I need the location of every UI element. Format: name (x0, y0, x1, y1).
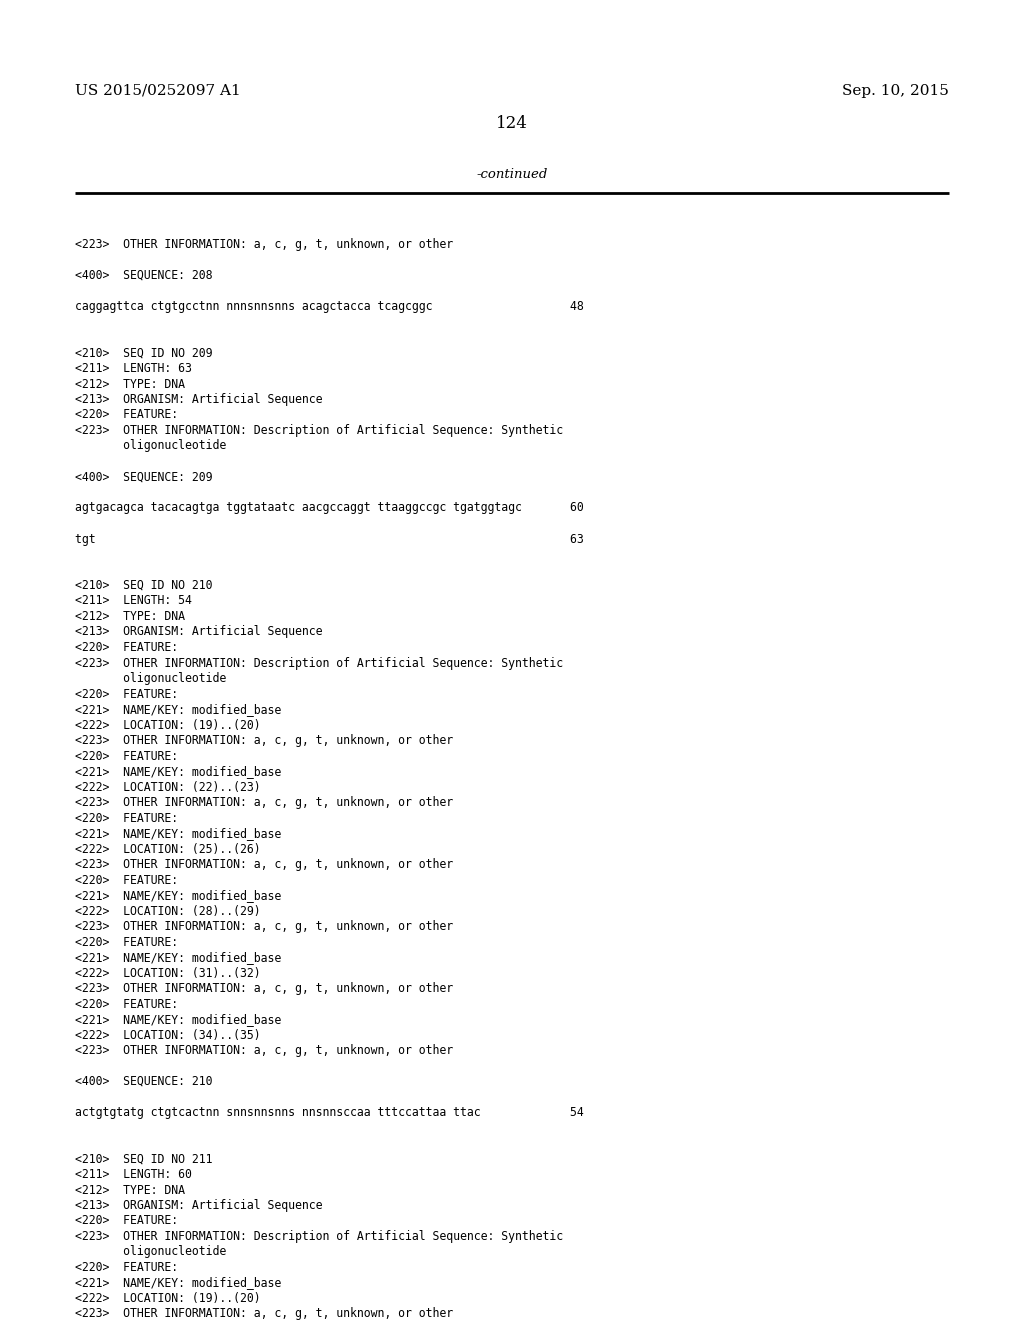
Text: tgt                                                                     63: tgt 63 (75, 532, 584, 545)
Text: <210>  SEQ ID NO 211: <210> SEQ ID NO 211 (75, 1152, 213, 1166)
Text: <221>  NAME/KEY: modified_base: <221> NAME/KEY: modified_base (75, 828, 282, 840)
Text: <220>  FEATURE:: <220> FEATURE: (75, 642, 178, 653)
Text: <220>  FEATURE:: <220> FEATURE: (75, 750, 178, 763)
Text: <212>  TYPE: DNA: <212> TYPE: DNA (75, 1184, 185, 1196)
Text: <223>  OTHER INFORMATION: a, c, g, t, unknown, or other: <223> OTHER INFORMATION: a, c, g, t, unk… (75, 238, 454, 251)
Text: Sep. 10, 2015: Sep. 10, 2015 (842, 84, 949, 98)
Text: <212>  TYPE: DNA: <212> TYPE: DNA (75, 378, 185, 391)
Text: <210>  SEQ ID NO 209: <210> SEQ ID NO 209 (75, 346, 213, 359)
Text: 124: 124 (496, 115, 528, 132)
Text: <211>  LENGTH: 60: <211> LENGTH: 60 (75, 1168, 191, 1181)
Text: oligonucleotide: oligonucleotide (75, 440, 226, 453)
Text: <220>  FEATURE:: <220> FEATURE: (75, 688, 178, 701)
Text: <210>  SEQ ID NO 210: <210> SEQ ID NO 210 (75, 579, 213, 591)
Text: agtgacagca tacacagtga tggtataatc aacgccaggt ttaaggccgc tgatggtagc       60: agtgacagca tacacagtga tggtataatc aacgcca… (75, 502, 584, 515)
Text: <400>  SEQUENCE: 208: <400> SEQUENCE: 208 (75, 269, 213, 282)
Text: <222>  LOCATION: (34)..(35): <222> LOCATION: (34)..(35) (75, 1028, 261, 1041)
Text: <400>  SEQUENCE: 209: <400> SEQUENCE: 209 (75, 470, 213, 483)
Text: <220>  FEATURE:: <220> FEATURE: (75, 1214, 178, 1228)
Text: <220>  FEATURE:: <220> FEATURE: (75, 812, 178, 825)
Text: -continued: -continued (476, 168, 548, 181)
Text: <220>  FEATURE:: <220> FEATURE: (75, 408, 178, 421)
Text: <221>  NAME/KEY: modified_base: <221> NAME/KEY: modified_base (75, 766, 282, 777)
Text: actgtgtatg ctgtcactnn snnsnnsnns nnsnnsccaa tttccattaa ttac             54: actgtgtatg ctgtcactnn snnsnnsnns nnsnnsc… (75, 1106, 584, 1119)
Text: oligonucleotide: oligonucleotide (75, 1246, 226, 1258)
Text: <221>  NAME/KEY: modified_base: <221> NAME/KEY: modified_base (75, 704, 282, 715)
Text: <211>  LENGTH: 63: <211> LENGTH: 63 (75, 362, 191, 375)
Text: <223>  OTHER INFORMATION: a, c, g, t, unknown, or other: <223> OTHER INFORMATION: a, c, g, t, unk… (75, 1044, 454, 1057)
Text: <221>  NAME/KEY: modified_base: <221> NAME/KEY: modified_base (75, 950, 282, 964)
Text: <223>  OTHER INFORMATION: Description of Artificial Sequence: Synthetic: <223> OTHER INFORMATION: Description of … (75, 656, 563, 669)
Text: <221>  NAME/KEY: modified_base: <221> NAME/KEY: modified_base (75, 1276, 282, 1290)
Text: <222>  LOCATION: (31)..(32): <222> LOCATION: (31)..(32) (75, 966, 261, 979)
Text: <220>  FEATURE:: <220> FEATURE: (75, 874, 178, 887)
Text: <220>  FEATURE:: <220> FEATURE: (75, 936, 178, 949)
Text: <213>  ORGANISM: Artificial Sequence: <213> ORGANISM: Artificial Sequence (75, 1199, 323, 1212)
Text: US 2015/0252097 A1: US 2015/0252097 A1 (75, 84, 241, 98)
Text: <223>  OTHER INFORMATION: a, c, g, t, unknown, or other: <223> OTHER INFORMATION: a, c, g, t, unk… (75, 1308, 454, 1320)
Text: <213>  ORGANISM: Artificial Sequence: <213> ORGANISM: Artificial Sequence (75, 626, 323, 639)
Text: <221>  NAME/KEY: modified_base: <221> NAME/KEY: modified_base (75, 1012, 282, 1026)
Text: <222>  LOCATION: (28)..(29): <222> LOCATION: (28)..(29) (75, 904, 261, 917)
Text: <221>  NAME/KEY: modified_base: <221> NAME/KEY: modified_base (75, 888, 282, 902)
Text: <223>  OTHER INFORMATION: a, c, g, t, unknown, or other: <223> OTHER INFORMATION: a, c, g, t, unk… (75, 796, 454, 809)
Text: <220>  FEATURE:: <220> FEATURE: (75, 998, 178, 1011)
Text: <223>  OTHER INFORMATION: Description of Artificial Sequence: Synthetic: <223> OTHER INFORMATION: Description of … (75, 424, 563, 437)
Text: <220>  FEATURE:: <220> FEATURE: (75, 1261, 178, 1274)
Text: <223>  OTHER INFORMATION: a, c, g, t, unknown, or other: <223> OTHER INFORMATION: a, c, g, t, unk… (75, 982, 454, 995)
Text: <212>  TYPE: DNA: <212> TYPE: DNA (75, 610, 185, 623)
Text: <223>  OTHER INFORMATION: a, c, g, t, unknown, or other: <223> OTHER INFORMATION: a, c, g, t, unk… (75, 734, 454, 747)
Text: <223>  OTHER INFORMATION: a, c, g, t, unknown, or other: <223> OTHER INFORMATION: a, c, g, t, unk… (75, 920, 454, 933)
Text: oligonucleotide: oligonucleotide (75, 672, 226, 685)
Text: <223>  OTHER INFORMATION: a, c, g, t, unknown, or other: <223> OTHER INFORMATION: a, c, g, t, unk… (75, 858, 454, 871)
Text: <223>  OTHER INFORMATION: Description of Artificial Sequence: Synthetic: <223> OTHER INFORMATION: Description of … (75, 1230, 563, 1243)
Text: <400>  SEQUENCE: 210: <400> SEQUENCE: 210 (75, 1074, 213, 1088)
Text: <222>  LOCATION: (22)..(23): <222> LOCATION: (22)..(23) (75, 780, 261, 793)
Text: <211>  LENGTH: 54: <211> LENGTH: 54 (75, 594, 191, 607)
Text: <222>  LOCATION: (19)..(20): <222> LOCATION: (19)..(20) (75, 718, 261, 731)
Text: <222>  LOCATION: (25)..(26): <222> LOCATION: (25)..(26) (75, 842, 261, 855)
Text: caggagttca ctgtgcctnn nnnsnnsnns acagctacca tcagcggc                    48: caggagttca ctgtgcctnn nnnsnnsnns acagcta… (75, 300, 584, 313)
Text: <222>  LOCATION: (19)..(20): <222> LOCATION: (19)..(20) (75, 1292, 261, 1305)
Text: <213>  ORGANISM: Artificial Sequence: <213> ORGANISM: Artificial Sequence (75, 393, 323, 407)
